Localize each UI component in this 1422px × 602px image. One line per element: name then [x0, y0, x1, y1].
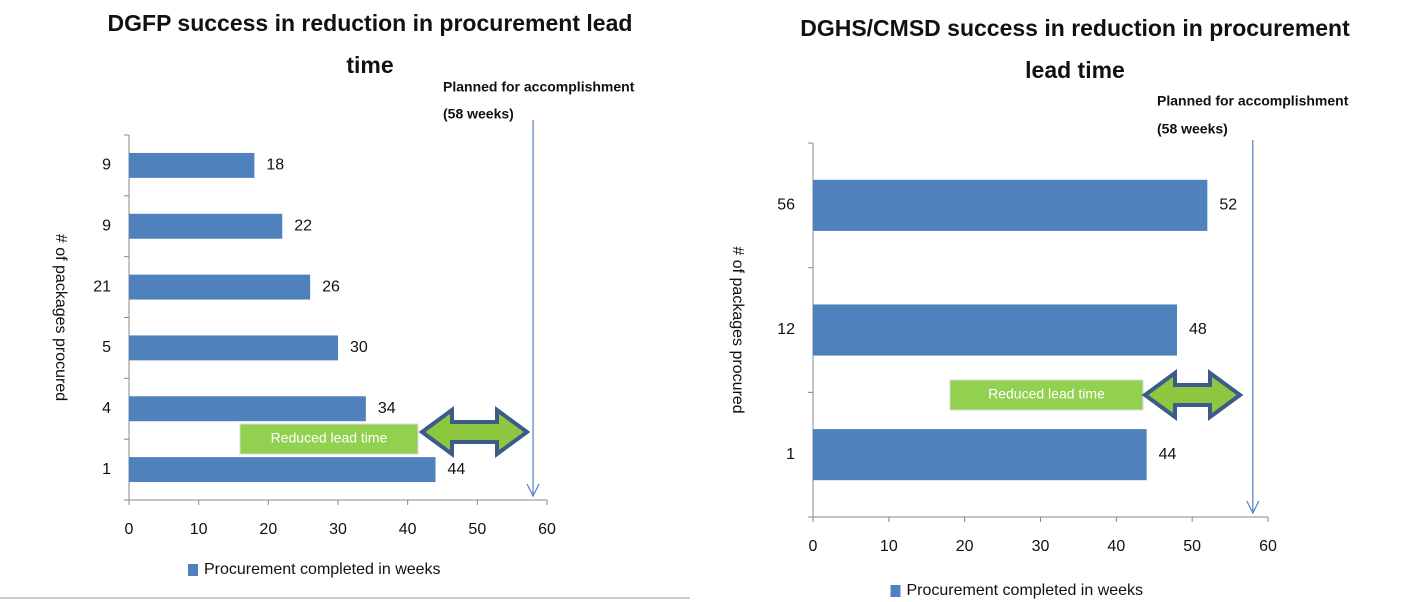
double-arrow — [418, 406, 531, 458]
legend-label: Procurement completed in weeks — [204, 561, 441, 578]
x-tick-label: 40 — [1107, 538, 1125, 555]
bar — [129, 335, 338, 361]
y-tick-label: 9 — [102, 157, 111, 174]
reduced-box — [239, 423, 419, 455]
y-tick-label: 5 — [102, 339, 111, 356]
planned-label: Planned for accomplishment — [1157, 93, 1349, 109]
chart-title: lead time — [1025, 57, 1125, 83]
bar — [813, 304, 1177, 356]
double-arrow — [1141, 369, 1244, 421]
data-label: 22 — [294, 217, 312, 234]
x-tick-label: 10 — [190, 521, 208, 538]
bar — [129, 213, 283, 239]
y-tick-label: 21 — [93, 278, 111, 295]
y-axis-label: # of packages procured — [729, 246, 746, 413]
y-tick-label: 1 — [786, 446, 795, 463]
reduced-box — [949, 379, 1144, 411]
x-tick-label: 20 — [956, 538, 974, 555]
x-tick-label: 0 — [125, 521, 134, 538]
planned-label: Planned for accomplishment — [443, 79, 635, 95]
x-tick-label: 30 — [329, 521, 347, 538]
x-tick-label: 50 — [1183, 538, 1201, 555]
chart-title: DGFP success in reduction in procurement… — [108, 10, 633, 36]
x-tick-label: 0 — [809, 538, 818, 555]
y-tick-label: 9 — [102, 217, 111, 234]
planned-arrowhead — [1246, 500, 1260, 515]
x-tick-label: 30 — [1032, 538, 1050, 555]
data-label: 30 — [350, 339, 368, 356]
chart-title: time — [346, 52, 393, 78]
y-tick-label: 1 — [102, 461, 111, 478]
x-tick-label: 60 — [1259, 538, 1277, 555]
y-tick-label: 12 — [777, 321, 795, 338]
bar — [129, 396, 366, 422]
data-label: 52 — [1219, 197, 1237, 214]
bar — [129, 274, 311, 300]
reduced-label: Reduced lead time — [988, 386, 1105, 402]
legend-swatch — [890, 585, 901, 597]
data-label: 34 — [378, 400, 396, 417]
data-label: 18 — [266, 157, 284, 174]
bar — [813, 429, 1147, 481]
x-tick-label: 60 — [538, 521, 556, 538]
data-label: 48 — [1189, 321, 1207, 338]
planned-label: (58 weeks) — [1157, 121, 1228, 137]
y-tick-label: 56 — [777, 197, 795, 214]
legend-label: Procurement completed in weeks — [907, 582, 1144, 599]
data-label: 44 — [448, 461, 466, 478]
chart-title: DGHS/CMSD success in reduction in procur… — [800, 15, 1350, 41]
bar — [129, 152, 255, 178]
bar — [813, 179, 1208, 231]
legend-swatch — [188, 564, 198, 576]
bar — [129, 457, 436, 483]
planned-label: (58 weeks) — [443, 106, 514, 122]
y-tick-label: 4 — [102, 400, 111, 417]
x-tick-label: 40 — [399, 521, 417, 538]
data-label: 44 — [1159, 446, 1177, 463]
data-label: 26 — [322, 278, 340, 295]
x-tick-label: 10 — [880, 538, 898, 555]
x-tick-label: 20 — [259, 521, 277, 538]
y-axis-label: # of packages procured — [52, 234, 69, 401]
planned-arrowhead — [526, 483, 540, 498]
x-tick-label: 50 — [468, 521, 486, 538]
reduced-label: Reduced lead time — [271, 430, 388, 446]
